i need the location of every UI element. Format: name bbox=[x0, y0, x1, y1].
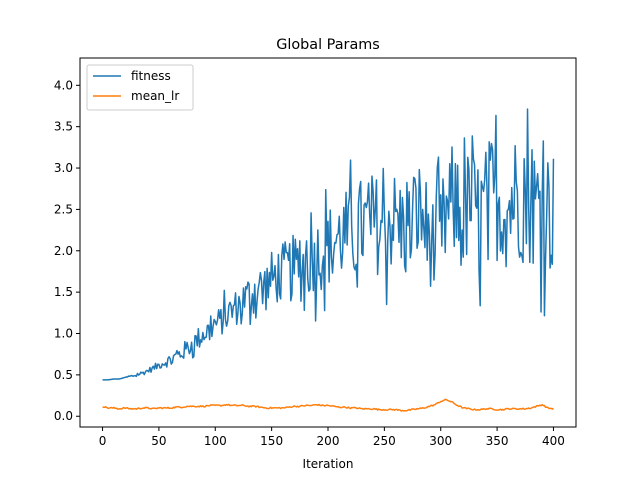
y-tick-label: 0.5 bbox=[54, 368, 73, 382]
x-tick-label: 150 bbox=[260, 434, 283, 448]
chart-title: Global Params bbox=[276, 37, 380, 53]
legend: fitness mean_lr bbox=[86, 64, 194, 111]
y-tick-label: 1.5 bbox=[54, 285, 73, 299]
legend-label: fitness bbox=[131, 69, 171, 83]
legend-label: mean_lr bbox=[131, 89, 179, 103]
x-axis: 0 50 100 150 200 250 300 350 400 bbox=[99, 427, 565, 448]
series-line-mean-lr bbox=[102, 398, 554, 412]
x-tick-label: 0 bbox=[99, 434, 107, 448]
y-tick-label: 3.0 bbox=[54, 161, 73, 175]
y-tick-label: 2.0 bbox=[54, 244, 73, 258]
x-tick-label: 300 bbox=[429, 434, 452, 448]
y-tick-label: 4.0 bbox=[54, 78, 73, 92]
x-tick-label: 350 bbox=[486, 434, 509, 448]
y-tick-label: 1.0 bbox=[54, 327, 73, 341]
x-axis-label: Iteration bbox=[303, 457, 354, 471]
x-tick-label: 100 bbox=[204, 434, 227, 448]
series-layer bbox=[102, 108, 555, 412]
x-tick-label: 400 bbox=[542, 434, 565, 448]
y-tick-label: 2.5 bbox=[54, 202, 73, 216]
x-tick-label: 200 bbox=[317, 434, 340, 448]
x-tick-label: 50 bbox=[151, 434, 166, 448]
series-line-fitness bbox=[102, 108, 555, 381]
x-tick-label: 250 bbox=[373, 434, 396, 448]
y-tick-label: 3.5 bbox=[54, 120, 73, 134]
y-axis: 0.0 0.5 1.0 1.5 2.0 2.5 3.0 3.5 4.0 bbox=[54, 78, 80, 423]
y-tick-label: 0.0 bbox=[54, 409, 73, 423]
